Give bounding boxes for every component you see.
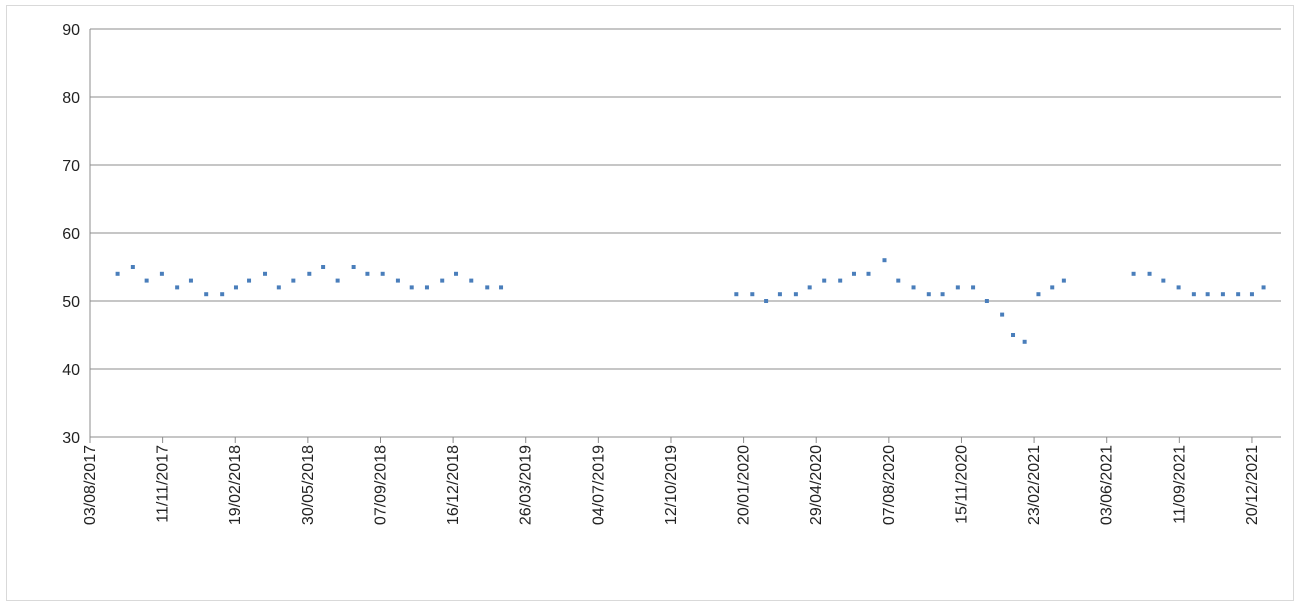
y-tick-labels: 30 40 50 60 70 80 90 xyxy=(62,22,80,447)
data-point xyxy=(159,271,164,276)
data-point xyxy=(175,285,180,290)
data-point xyxy=(1000,312,1005,317)
data-point xyxy=(764,299,769,303)
scatter-chart: 30 40 50 60 70 80 90 03/08/2017 11/11/2017 19/02… xyxy=(62,22,1281,525)
data-point xyxy=(1022,339,1027,344)
data-point xyxy=(380,271,385,276)
data-point xyxy=(409,285,414,290)
axes xyxy=(89,29,1281,443)
x-tick-label: 03/08/2017 xyxy=(82,445,99,525)
data-point xyxy=(851,271,856,276)
data-point xyxy=(247,278,252,283)
data-point xyxy=(896,278,901,283)
chart-area: 30 40 50 60 70 80 90 03/08/2017 11/11/2017 19/02… xyxy=(6,5,1294,601)
y-tick-label: 30 xyxy=(62,430,80,447)
x-tick-label: 04/07/2019 xyxy=(590,445,607,525)
data-point xyxy=(499,285,504,290)
data-point xyxy=(822,278,827,283)
data-point xyxy=(485,285,490,290)
data-point xyxy=(365,271,370,276)
data-point xyxy=(1011,333,1016,337)
data-point xyxy=(911,285,916,290)
data-point xyxy=(1161,278,1166,283)
x-tick-label: 07/08/2020 xyxy=(881,445,898,525)
data-point xyxy=(204,292,209,297)
data-point xyxy=(1191,292,1196,297)
data-point xyxy=(276,285,281,290)
data-point xyxy=(307,271,312,276)
x-tick-label: 03/06/2021 xyxy=(1099,445,1116,525)
y-tick-label: 60 xyxy=(62,226,80,243)
data-point xyxy=(1261,285,1266,290)
data-point xyxy=(395,278,400,283)
data-point xyxy=(984,299,989,303)
data-point xyxy=(866,271,871,276)
data-points xyxy=(115,258,1266,344)
data-point xyxy=(321,265,326,269)
y-tick-label: 50 xyxy=(62,294,80,311)
data-point xyxy=(144,278,149,283)
data-point xyxy=(440,278,445,283)
data-point xyxy=(1131,271,1136,276)
data-point xyxy=(1050,285,1055,290)
data-point xyxy=(777,292,782,297)
data-point xyxy=(1061,278,1066,283)
x-tick-label: 11/11/2017 xyxy=(155,445,172,523)
data-point xyxy=(130,265,135,269)
x-tick-label: 07/09/2018 xyxy=(372,445,389,525)
y-tick-label: 70 xyxy=(62,158,80,175)
x-tick-label: 15/11/2020 xyxy=(953,445,970,524)
y-tick-label: 80 xyxy=(62,90,80,107)
x-tick-label: 26/03/2019 xyxy=(518,445,535,525)
data-point xyxy=(940,292,945,297)
data-point xyxy=(115,271,120,276)
x-tick-label: 23/02/2021 xyxy=(1026,445,1043,525)
data-point xyxy=(882,258,887,263)
data-point xyxy=(1036,292,1041,297)
data-point xyxy=(971,285,976,290)
data-point xyxy=(1147,271,1152,276)
x-tick-label: 20/01/2020 xyxy=(736,445,753,525)
data-point xyxy=(424,285,429,290)
data-point xyxy=(291,278,296,283)
x-tick-labels: 03/08/2017 11/11/2017 19/02/2018 30/05/2018… xyxy=(82,445,1261,525)
x-tick-label: 19/02/2018 xyxy=(227,445,244,525)
y-tick-label: 40 xyxy=(62,362,80,379)
x-tick-label: 12/10/2019 xyxy=(663,445,680,525)
data-point xyxy=(263,271,268,276)
x-tick-label: 11/09/2021 xyxy=(1171,445,1188,524)
data-point xyxy=(351,265,356,269)
data-point xyxy=(188,278,193,283)
data-point xyxy=(1249,292,1254,297)
data-point xyxy=(926,292,931,297)
x-tick-label: 29/04/2020 xyxy=(808,445,825,525)
data-point xyxy=(1176,285,1181,290)
data-point xyxy=(454,271,459,276)
data-point xyxy=(807,285,812,290)
data-point xyxy=(1220,292,1225,297)
data-point xyxy=(750,292,755,297)
x-tick-label: 16/12/2018 xyxy=(445,445,462,525)
data-point xyxy=(793,292,798,297)
data-point xyxy=(335,278,340,283)
data-point xyxy=(233,285,238,290)
data-point xyxy=(1205,292,1210,297)
gridlines xyxy=(90,28,1281,370)
x-tick-label: 20/12/2021 xyxy=(1244,445,1261,525)
data-point xyxy=(469,278,474,283)
data-point xyxy=(955,285,960,290)
y-tick-label: 90 xyxy=(62,22,80,39)
data-point xyxy=(734,292,739,297)
data-point xyxy=(838,278,843,283)
data-point xyxy=(220,292,225,297)
x-tick-label: 30/05/2018 xyxy=(300,445,317,525)
data-point xyxy=(1236,292,1241,297)
